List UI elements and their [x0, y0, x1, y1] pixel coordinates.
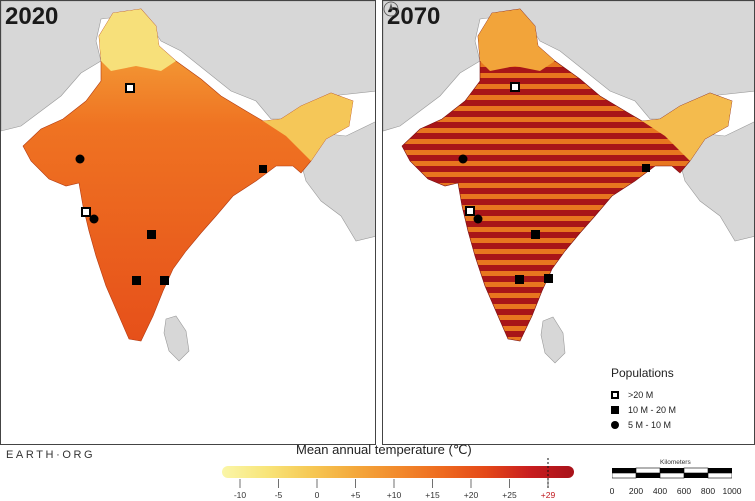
scale-tick-label: 0 [609, 486, 615, 496]
northeast-cool [642, 93, 732, 161]
populations-label: 10 M - 20 M [628, 404, 677, 415]
populations-item: 5 M - 10 M [611, 417, 751, 432]
sri-lanka [540, 316, 566, 364]
india-map-2020 [1, 1, 375, 362]
legend-tick-label: +25 [502, 490, 517, 500]
scale-tick-label: 800 [700, 486, 716, 496]
northeast-cool [263, 93, 353, 161]
legend-tick-label: +20 [463, 490, 479, 500]
scale-tick-label: 200 [628, 486, 644, 496]
city-kolkata [642, 164, 650, 172]
map-panel-2020: 2020 [0, 0, 376, 445]
scale-bar [612, 467, 732, 479]
city-pune [473, 214, 483, 224]
panel-year: 2070 [387, 3, 441, 30]
scale-unit: Kilometers [660, 459, 691, 466]
circle-icon [611, 420, 619, 429]
city-delhi [125, 83, 135, 93]
legend-tick-label: +5 [350, 490, 361, 500]
legend-tick-label: +29 [540, 490, 556, 500]
legend-tick-label: +15 [425, 490, 440, 500]
city-ahmedabad [75, 154, 85, 164]
scale-tick-label: 400 [652, 486, 668, 496]
populations-item: >20 M [611, 387, 751, 402]
populations-label: 5 M - 10 M [628, 419, 672, 430]
legend-tick-label: -5 [274, 490, 283, 500]
city-kolkata [259, 165, 267, 173]
city-bangalore [132, 276, 141, 285]
legend-tick-label: -10 [233, 490, 247, 500]
city-chennai [544, 274, 553, 283]
filled-square-icon [611, 405, 619, 414]
scale-tick-label: 600 [676, 486, 692, 496]
populations-title: Populations [611, 366, 674, 380]
hollow-square-icon [611, 390, 619, 399]
sri-lanka [163, 315, 190, 362]
legend-title: Mean annual temperature (℃) [296, 442, 472, 457]
city-mumbai [81, 207, 91, 217]
legend-tick-label: +10 [386, 490, 402, 500]
populations-legend: Populations >20 M 10 M - 20 M 5 M - 10 M [611, 366, 751, 432]
colorbar-fill [222, 466, 574, 478]
brand-logo: EARTH·ORG [6, 449, 96, 461]
scale-tick-label: 1000 [722, 486, 742, 496]
himalaya-cool [99, 9, 176, 71]
populations-item: 10 M - 20 M [611, 402, 751, 417]
india-land [22, 8, 354, 342]
india-land [401, 8, 733, 342]
city-hyderabad [147, 230, 156, 239]
city-hyderabad [531, 230, 540, 239]
city-delhi [510, 82, 520, 92]
city-chennai [160, 276, 169, 285]
legend-tick-label: 0 [314, 490, 320, 500]
temperature-colorbar [222, 458, 574, 490]
populations-label: >20 M [628, 389, 654, 400]
city-mumbai [465, 206, 475, 216]
city-ahmedabad [458, 154, 468, 164]
city-pune [89, 214, 99, 224]
himalaya-cool [478, 9, 555, 71]
panel-year: 2020 [5, 3, 59, 30]
map-panel-2070: 2070 Populations >20 M 10 M - 20 M 5 M -… [382, 0, 755, 445]
city-bangalore [515, 275, 524, 284]
north-arrow-icon [383, 1, 399, 17]
india-map-2070 [383, 1, 754, 364]
